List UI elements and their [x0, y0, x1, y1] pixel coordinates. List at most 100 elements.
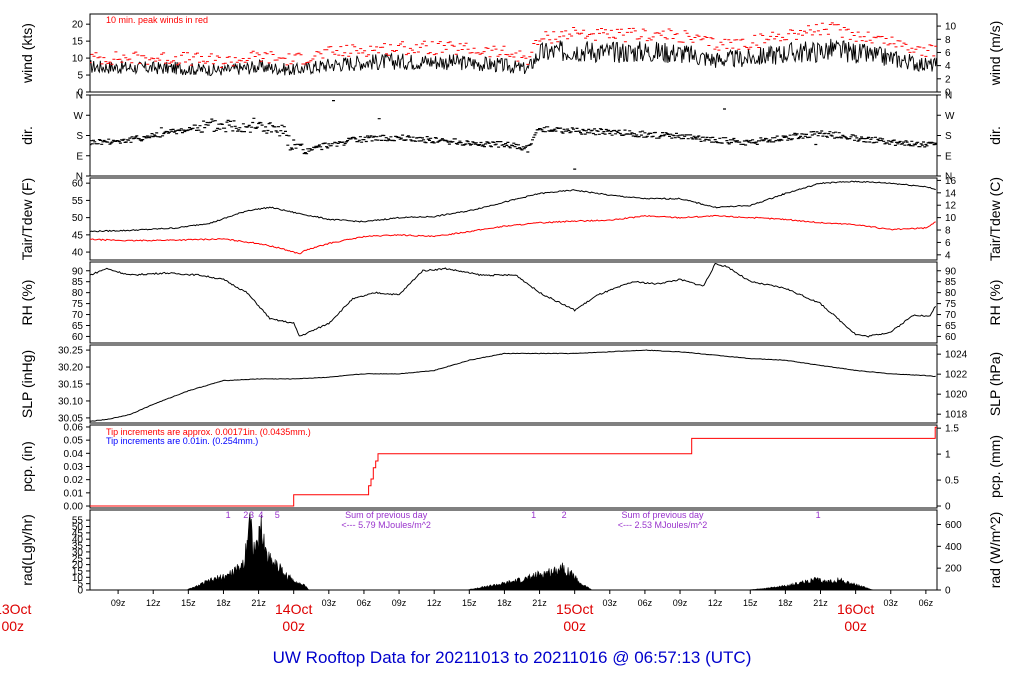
right-axis-title: rad (W/m^2) — [987, 512, 1003, 589]
series-sea-level-pressure — [90, 349, 936, 422]
right-tick-label: 8 — [945, 35, 951, 46]
right-axis-title: Tair/Tdew (C) — [987, 177, 1003, 261]
right-axis-title: RH (%) — [987, 280, 1003, 326]
y-tick-label: 20 — [72, 20, 84, 31]
event-label: 3 — [249, 510, 254, 520]
x-tick-label: 21z — [813, 598, 828, 608]
y-tick-label: 75 — [72, 299, 84, 310]
radiation-note-line1: Sum of previous day — [345, 510, 428, 520]
series-tdew — [90, 214, 936, 255]
x-day-hour-label: 00z — [282, 618, 305, 634]
y-tick-label: N — [76, 91, 83, 102]
chart-title: UW Rooftop Data for 20211013 to 20211016… — [272, 648, 752, 667]
y-tick-label: 0 — [77, 88, 83, 99]
event-label: 2 — [243, 510, 248, 520]
y-tick-label: 10 — [72, 54, 84, 65]
right-tick-label: 6 — [945, 48, 951, 59]
y-tick-label: 55 — [72, 516, 84, 527]
right-tick-label: 1 — [945, 450, 951, 461]
y-tick-label: 0.05 — [64, 436, 84, 447]
x-tick-label: 03z — [883, 598, 898, 608]
y-tick-label: 30.10 — [58, 396, 83, 407]
x-day-label: 14Oct — [275, 601, 312, 617]
y-tick-label: 40 — [72, 248, 84, 259]
y-tick-label: 30.05 — [58, 413, 83, 424]
series-radiation — [185, 512, 874, 590]
tip-annotation: Tip increments are approx. 0.00171in. (0… — [106, 427, 311, 437]
series-wind-direction — [90, 100, 937, 170]
right-tick-label: 2 — [945, 74, 951, 85]
y-tick-label: 0.00 — [64, 502, 84, 513]
plot-area — [90, 100, 937, 170]
panel-frame — [89, 13, 938, 93]
y-axis-title: RH (%) — [19, 280, 35, 326]
right-tick-label: 600 — [945, 520, 962, 531]
x-tick-label: 12z — [146, 598, 161, 608]
y-tick-label: 30.25 — [58, 346, 83, 357]
panel-slp: 30.05 30.10 30.15 30.20 30.25 1018 1020 1022 102… — [19, 344, 1003, 424]
y-tick-label: 90 — [72, 266, 84, 277]
right-axis-title: SLP (hPa) — [987, 352, 1003, 416]
y-tick-label: 0.04 — [64, 449, 84, 460]
x-tick-label: 15z — [462, 598, 477, 608]
y-tick-label: 20 — [72, 560, 84, 571]
y-tick-label: 0 — [77, 586, 83, 597]
x-tick-label: 03z — [322, 598, 337, 608]
tip-annotation: Tip increments are 0.01in. (0.254mm.) — [106, 436, 258, 446]
x-tick-label: 03z — [603, 598, 618, 608]
event-label: 1 — [816, 510, 821, 520]
panel-frame — [89, 94, 938, 177]
x-day-label: 15Oct — [556, 601, 593, 617]
y-tick-label: 25 — [72, 554, 84, 565]
y-tick-label: 80 — [72, 288, 84, 299]
right-axis-title: wind (m/s) — [987, 21, 1003, 87]
y-axis-title: pcp. (in) — [19, 441, 35, 492]
y-tick-label: 50 — [72, 213, 84, 224]
right-tick-label: 200 — [945, 564, 962, 575]
right-axis-title: pcp. (mm) — [987, 435, 1003, 498]
right-tick-label: 85 — [945, 277, 957, 288]
plot-area — [90, 349, 936, 422]
y-tick-label: 5 — [77, 71, 83, 82]
right-tick-label: 14 — [945, 188, 957, 199]
x-tick-label: 12z — [427, 598, 442, 608]
right-tick-label: 1020 — [945, 390, 968, 401]
right-tick-label: 10 — [945, 213, 957, 224]
y-tick-label: 15 — [72, 566, 84, 577]
y-tick-label: 0.01 — [64, 488, 84, 499]
y-tick-label: S — [76, 131, 83, 142]
plot-area — [90, 262, 937, 338]
right-tick-label: 16 — [945, 176, 957, 187]
y-tick-label: 0.06 — [64, 422, 84, 433]
panel-wind: 0 5 10 15 20 0 2 4 6 8 10 wind (kts) wind (m/s) 10 mi… — [19, 13, 1003, 99]
right-tick-label: 65 — [945, 321, 957, 332]
right-tick-label: 4 — [945, 61, 951, 72]
series-relative-humidity — [90, 262, 937, 338]
right-tick-label: 0 — [945, 502, 951, 513]
plot-area — [90, 426, 937, 507]
right-tick-label: 80 — [945, 288, 957, 299]
x-tick-label: 15z — [181, 598, 196, 608]
right-tick-label: 1024 — [945, 350, 968, 361]
x-day-label: 16Oct — [837, 601, 874, 617]
y-tick-label: 85 — [72, 277, 84, 288]
y-tick-label: 0.03 — [64, 462, 84, 473]
right-tick-label: N — [945, 172, 952, 183]
x-day-hour-label: 00z — [563, 618, 586, 634]
y-axis-title: wind (kts) — [19, 23, 35, 84]
right-tick-label: 75 — [945, 299, 957, 310]
right-tick-label: 0 — [945, 586, 951, 597]
radiation-note-line1: Sum of previous day — [621, 510, 704, 520]
right-tick-label: 1018 — [945, 410, 968, 421]
wind-annotation: 10 min. peak winds in red — [106, 15, 208, 25]
x-tick-label: 18z — [778, 598, 793, 608]
right-tick-label: 4 — [945, 250, 951, 261]
y-tick-label: 45 — [72, 230, 84, 241]
right-tick-label: 8 — [945, 226, 951, 237]
panel-rad: 05101520253035404550550200400600rad(Lgly… — [19, 509, 1003, 597]
x-tick-label: 18z — [216, 598, 231, 608]
panel-pcp: 0.00 0.01 0.02 0.03 0.04 0.05 0.06 0 0.5 1 1.5 pcp.… — [19, 422, 1003, 512]
x-tick-label: 09z — [392, 598, 407, 608]
